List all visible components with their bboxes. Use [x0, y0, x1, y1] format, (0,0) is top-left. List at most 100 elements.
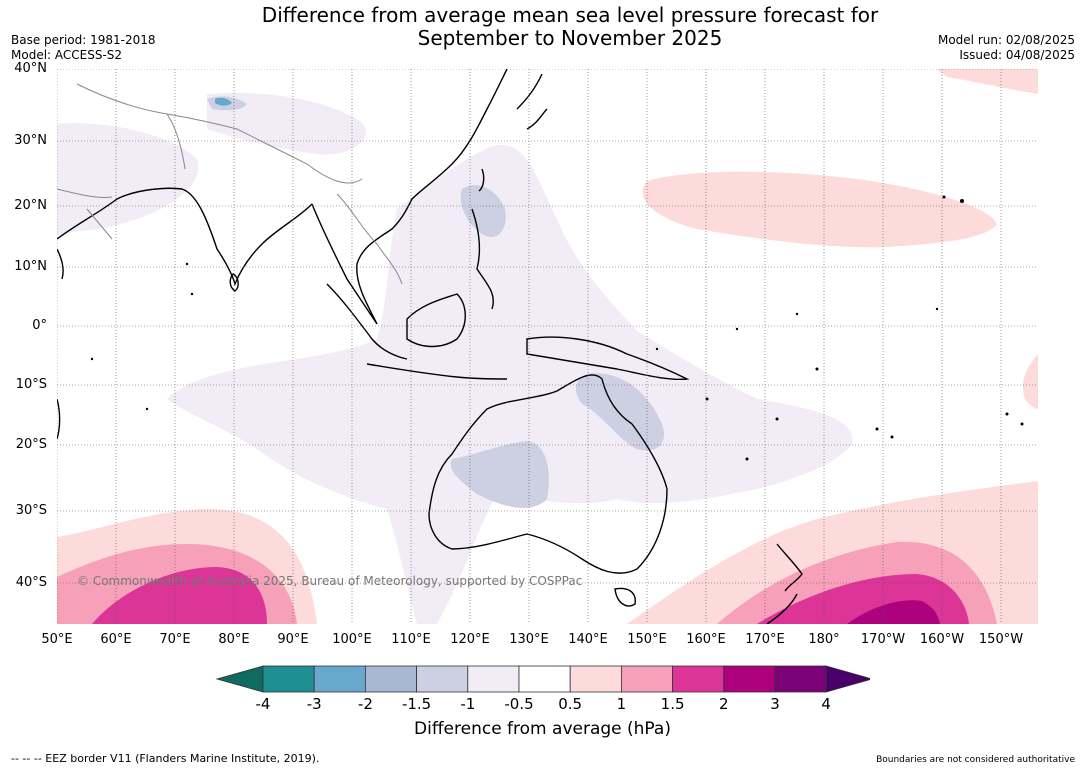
colorbar-segment: [416, 665, 469, 693]
latitude-label: 40°S: [15, 575, 47, 590]
colorbar-segment: [467, 665, 520, 693]
latitude-label: 40°N: [14, 61, 47, 76]
colorbar-segment: [774, 665, 827, 693]
title-line-2: September to November 2025: [417, 26, 723, 50]
coastline-se-asia: [311, 69, 508, 325]
border-middle-east: [57, 188, 113, 240]
colorbar-tick-label: -4: [255, 695, 271, 713]
coastline-borneo: [406, 293, 466, 348]
pressure-anomaly-map: [57, 69, 1038, 624]
negative-anomaly-region: [450, 441, 549, 509]
colorbar-segment: [723, 665, 776, 693]
longitude-label: 160°E: [686, 632, 726, 647]
colorbar-min-arrow: [215, 665, 264, 693]
coastline-australia: [428, 374, 668, 574]
coastline-java: [366, 363, 508, 380]
coastlines: [57, 69, 803, 624]
model-info: Base period: 1981-2018 Model: ACCESS-S2: [11, 33, 156, 63]
positive-anomaly-region: [937, 69, 1038, 94]
longitude-label: 150°E: [627, 632, 667, 647]
latitude-label: 30°N: [14, 133, 47, 148]
colorbar-segment: [620, 665, 673, 693]
longitude-label: 60°E: [100, 632, 132, 647]
colorbar-title: Difference from average (hPa): [414, 719, 671, 739]
positive-anomaly-region: [1022, 354, 1038, 409]
title-line-1: Difference from average mean sea level p…: [261, 3, 879, 27]
coastline-new-zealand-south: [766, 593, 798, 624]
colorbar-tick-label: -3: [306, 695, 322, 713]
colorbar-segment: [569, 665, 622, 693]
negative-anomaly-region: [57, 123, 199, 234]
colorbar-segment: [518, 665, 571, 693]
longitude-label: 150°W: [978, 632, 1024, 647]
country-borders: [57, 83, 403, 285]
longitude-label: 70°E: [159, 632, 191, 647]
longitude-label: 130°E: [509, 632, 549, 647]
coastline-new-zealand-north: [776, 543, 803, 592]
base-period: Base period: 1981-2018: [11, 33, 156, 47]
colorbar-segment: [313, 665, 366, 693]
colorbar-tick-label: 4: [821, 695, 831, 713]
colorbar-tick-label: 2: [719, 695, 729, 713]
coastline-africa: [57, 248, 64, 440]
run-info: Model run: 02/08/2025 Issued: 04/08/2025: [938, 33, 1075, 63]
latitude-label: 0°: [32, 318, 47, 333]
colorbar-tick-label: -1.5: [401, 695, 432, 713]
colorbar-tick-label: 0.5: [558, 695, 583, 713]
colorbar-segment: [262, 665, 315, 693]
longitude-label: 160°W: [919, 632, 965, 647]
longitude-label: 120°E: [450, 632, 490, 647]
border-se-asia: [336, 193, 403, 285]
colorbar-segment: [364, 665, 417, 693]
coastline-philippines: [471, 208, 494, 310]
model-name: Model: ACCESS-S2: [11, 48, 123, 62]
colorbar-tick-label: -1: [460, 695, 476, 713]
issued-date: Issued: 04/08/2025: [959, 48, 1075, 62]
boundaries-disclaimer: Boundaries are not considered authoritat…: [876, 755, 1075, 765]
positive-anomaly-region: [642, 171, 997, 248]
colorbar: [215, 665, 870, 693]
negative-anomaly-region: [575, 373, 665, 451]
border-central-asia: [76, 83, 363, 184]
model-run: Model run: 02/08/2025: [937, 33, 1075, 47]
latitude-label: 10°N: [14, 259, 47, 274]
longitude-label: 170°E: [745, 632, 785, 647]
anomaly-shading: [57, 69, 1038, 624]
border-india: [166, 113, 186, 170]
negative-anomaly-region: [167, 144, 853, 624]
positive-anomaly-region: [847, 600, 940, 624]
longitude-label: 170°W: [860, 632, 906, 647]
colorbar-tick-label: -0.5: [504, 695, 534, 713]
colorbar-segment: [672, 665, 725, 693]
negative-anomaly-region: [460, 185, 506, 238]
latitude-label: 30°S: [15, 503, 47, 518]
colorbar-tick-label: 1.5: [660, 695, 685, 713]
colorbar-tick-label: 1: [616, 695, 627, 713]
longitude-label: 180°: [808, 632, 840, 647]
coastline-new-guinea: [526, 336, 690, 381]
coastline-taiwan: [478, 168, 485, 192]
longitude-label: 140°E: [568, 632, 608, 647]
coastline-arabia-india: [57, 187, 313, 287]
colorbar-tick-label: -2: [357, 695, 373, 713]
coastline-sumatra: [326, 283, 408, 360]
coastline-japan: [516, 73, 548, 130]
negative-anomaly-region: [215, 97, 232, 106]
longitude-label: 80°E: [218, 632, 250, 647]
longitude-label: 100°E: [332, 632, 372, 647]
pacific-islands: [90, 195, 1024, 461]
longitude-label: 90°E: [277, 632, 309, 647]
coastline-tasmania: [614, 587, 636, 607]
copyright-notice: © Commonwealth of Australia 2025, Bureau…: [77, 574, 583, 588]
positive-anomaly-region: [92, 567, 267, 624]
colorbar-tick-label: 3: [770, 695, 780, 713]
graticule: [57, 69, 1038, 624]
coastline-sri-lanka: [229, 273, 239, 292]
eez-border-legend: -- -- -- EEZ border V11 (Flanders Marine…: [11, 752, 320, 765]
latitude-label: 20°S: [15, 437, 47, 452]
latitude-label: 20°N: [14, 198, 47, 213]
longitude-label: 110°E: [391, 632, 431, 647]
latitude-label: 10°S: [15, 377, 47, 392]
longitude-label: 50°E: [41, 632, 73, 647]
colorbar-max-arrow: [825, 665, 870, 693]
